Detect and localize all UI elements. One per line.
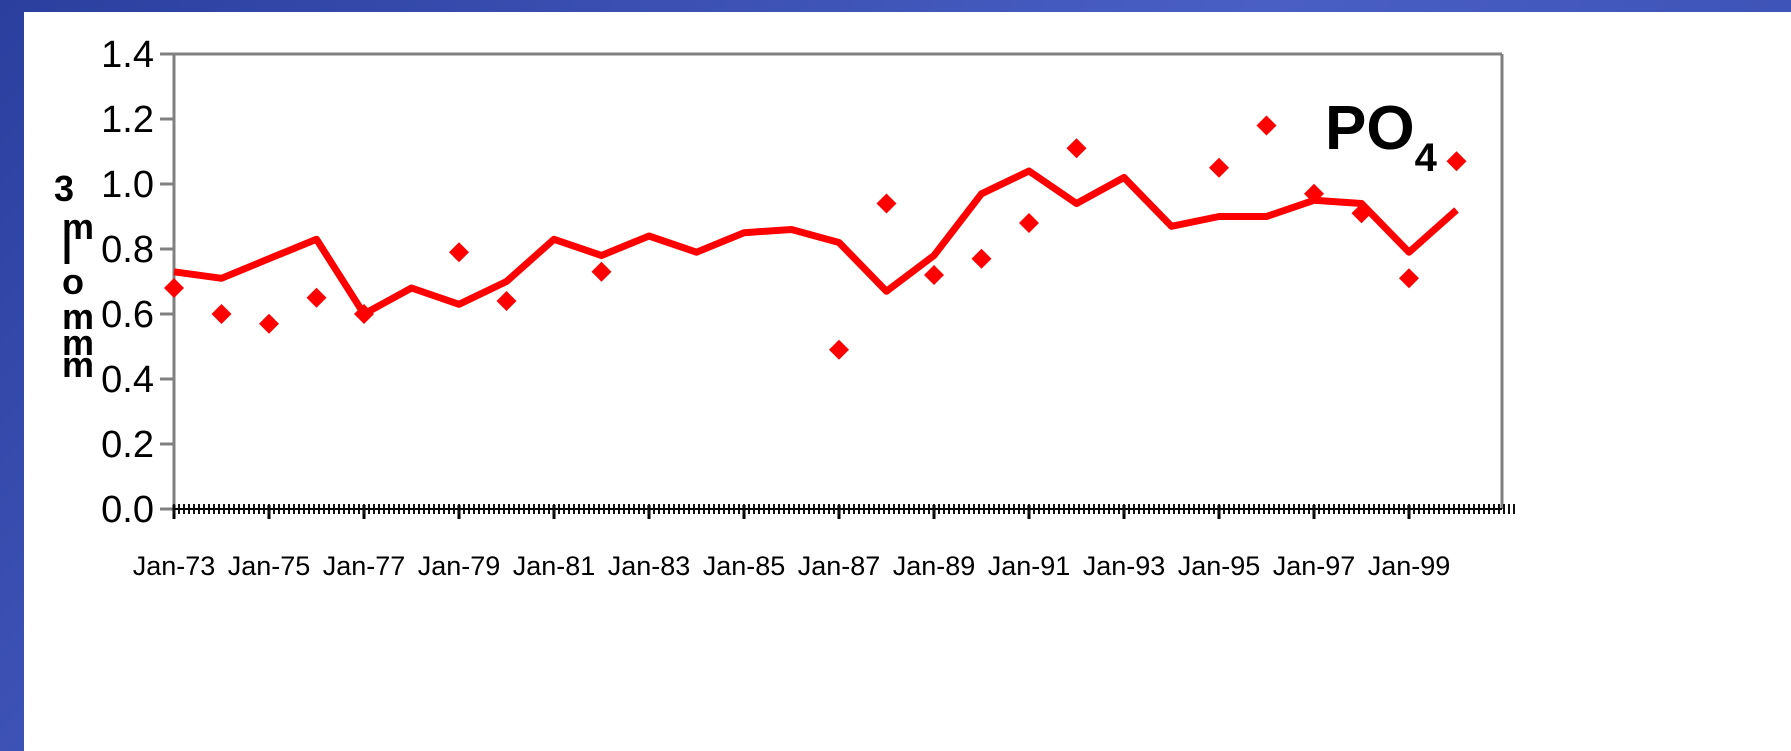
scatter-point	[1066, 138, 1087, 159]
scatter-point	[829, 339, 849, 360]
x-tick-label: Jan-75	[228, 551, 311, 581]
scatter-point	[971, 248, 992, 269]
scatter-point	[1446, 151, 1467, 172]
annotation-subscript: 4	[1415, 136, 1438, 180]
x-tick-label: Jan-97	[1273, 551, 1356, 581]
annotation-main: PO	[1325, 94, 1415, 163]
y-axis-label-char: m	[62, 344, 94, 385]
scatter-point	[306, 287, 327, 308]
x-tick-label: Jan-83	[608, 551, 691, 581]
x-tick-label: Jan-89	[893, 551, 976, 581]
x-tick-label: Jan-85	[703, 551, 786, 581]
x-tick-label: Jan-93	[1083, 551, 1166, 581]
x-tick-label: Jan-87	[798, 551, 881, 581]
scatter-point	[876, 193, 897, 214]
scatter-point	[259, 313, 279, 334]
x-tick-label: Jan-81	[513, 551, 596, 581]
y-tick-label: 0.8	[101, 229, 154, 271]
series-layer	[164, 115, 1467, 360]
y-axis-label-char: m	[62, 296, 94, 337]
labels: 0.0 0.2 0.4 0.6 0.8 1.0 1.2 1.4 Jan-73 Jan-75 Jan-…	[54, 34, 1450, 581]
scatter-point	[164, 278, 184, 298]
y-axis-label-char: l	[62, 231, 72, 272]
y-tick-label: 1.0	[101, 164, 154, 206]
x-tick-label: Jan-91	[988, 551, 1071, 581]
y-tick-label: 0.2	[101, 424, 154, 466]
scatter-point	[1304, 183, 1324, 204]
series-line	[173, 167, 1459, 318]
y-axis-label-char: m	[62, 322, 94, 363]
scatter-point	[1351, 203, 1372, 224]
scatter-point	[496, 291, 517, 311]
chart-annotation: PO4	[1325, 94, 1438, 180]
y-axis-label-char: o	[62, 261, 84, 302]
axes	[160, 52, 1504, 519]
x-tick-label: Jan-99	[1368, 551, 1451, 581]
y-tick-label: 0.6	[101, 294, 154, 336]
x-tick-label: Jan-73	[133, 551, 216, 581]
y-tick-label: 1.2	[101, 99, 154, 141]
scatter-point	[1399, 268, 1419, 289]
scatter-point	[1209, 157, 1229, 178]
scatter-point	[354, 304, 374, 324]
x-tick-label: Jan-77	[323, 551, 406, 581]
chart-panel: 0.0 0.2 0.4 0.6 0.8 1.0 1.2 1.4 Jan-73 Jan-75 Jan-…	[24, 12, 1791, 751]
y-tick-label: 0.0	[101, 489, 154, 531]
scatter-point	[924, 265, 944, 285]
baseline-hatch	[173, 504, 1515, 514]
scatter-point	[211, 304, 232, 324]
scatter-point	[1256, 115, 1277, 136]
scatter-point	[591, 261, 612, 282]
scatter-point	[1019, 213, 1039, 233]
y-axis-label-char: 3	[54, 168, 74, 209]
y-tick-label: 0.4	[101, 359, 154, 401]
annotation: PO4	[1325, 94, 1438, 180]
x-tick-label: Jan-79	[418, 551, 501, 581]
y-tick-label: 1.4	[101, 34, 154, 76]
scatter-point	[449, 242, 469, 263]
po4-chart: 0.0 0.2 0.4 0.6 0.8 1.0 1.2 1.4 Jan-73 Jan-75 Jan-…	[54, 34, 1515, 581]
x-tick-label: Jan-95	[1178, 551, 1261, 581]
y-axis-label-char: m	[62, 206, 94, 247]
